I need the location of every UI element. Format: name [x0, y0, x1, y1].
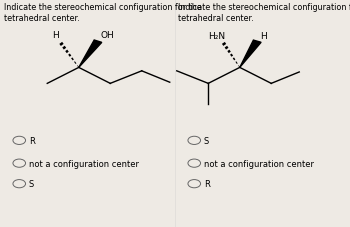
- Polygon shape: [79, 41, 102, 68]
- Text: S: S: [29, 179, 34, 188]
- Text: OH: OH: [101, 31, 114, 40]
- Text: R: R: [29, 136, 35, 145]
- Text: R: R: [204, 179, 210, 188]
- Text: Indicate the stereochemical configuration for the
tetrahedral center.: Indicate the stereochemical configuratio…: [178, 3, 350, 23]
- Text: H: H: [260, 32, 266, 40]
- Text: S: S: [204, 136, 209, 145]
- Polygon shape: [240, 41, 261, 68]
- Text: H: H: [52, 31, 59, 40]
- Text: H₂N: H₂N: [208, 32, 225, 40]
- Text: not a configuration center: not a configuration center: [204, 159, 314, 168]
- Text: not a configuration center: not a configuration center: [29, 159, 139, 168]
- Text: Indicate the stereochemical configuration for the
tetrahedral center.: Indicate the stereochemical configuratio…: [4, 3, 201, 23]
